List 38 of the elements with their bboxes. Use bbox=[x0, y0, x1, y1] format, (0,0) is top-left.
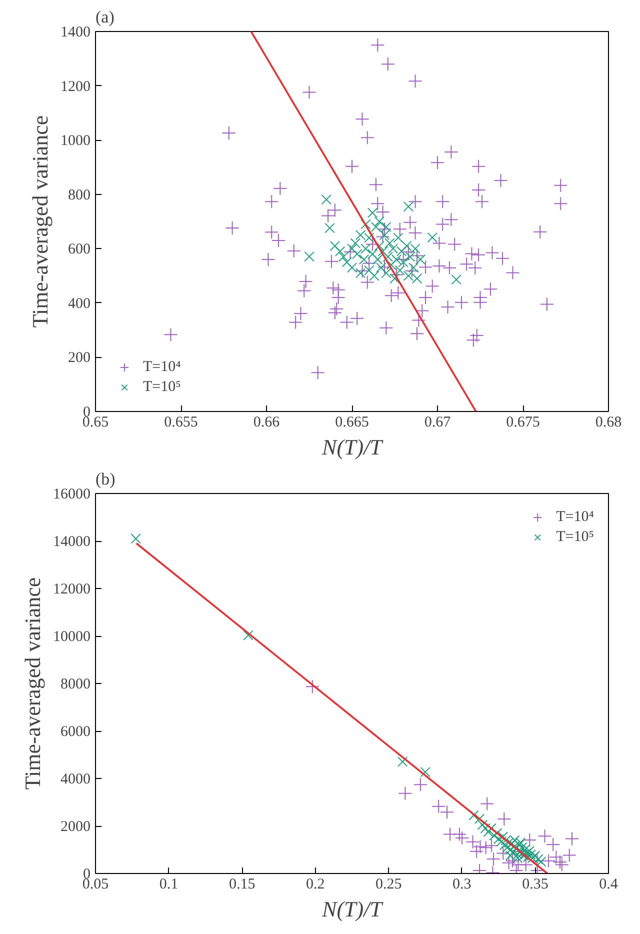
x-tick-label: 0.15 bbox=[228, 876, 256, 892]
x-tick-label: 0.3 bbox=[452, 876, 472, 892]
y-tick-label: 400 bbox=[68, 296, 90, 312]
legend-label: T=10⁴ bbox=[556, 508, 594, 526]
x-tick-label: 0.66 bbox=[253, 414, 280, 430]
chart-title: (a) bbox=[96, 8, 114, 26]
y-tick-label: 4000 bbox=[60, 772, 90, 788]
y-tick-label: 200 bbox=[68, 350, 90, 366]
y-axis-title: Time-averaged variance bbox=[20, 577, 45, 790]
y-axis-title: Time-averaged variance bbox=[28, 115, 52, 328]
x-tick-label: 0.4 bbox=[599, 876, 618, 892]
y-tick-label: 600 bbox=[68, 242, 90, 258]
x-axis-title: N(T)/T bbox=[321, 896, 384, 922]
y-tick-label: 16000 bbox=[53, 486, 90, 502]
x-axis-title: N(T)/T bbox=[321, 434, 384, 460]
y-tick-label: 2000 bbox=[60, 819, 90, 835]
legend-label: T=10⁵ bbox=[143, 378, 181, 396]
legend-label: T=10⁵ bbox=[556, 528, 594, 546]
y-tick-label: 10000 bbox=[53, 629, 90, 645]
chart-title: (b) bbox=[96, 470, 116, 488]
x-tick-label: 0.67 bbox=[424, 414, 452, 430]
x-tick-label: 0.2 bbox=[306, 876, 325, 892]
y-tick-label: 12000 bbox=[53, 582, 90, 598]
y-tick-label: 1400 bbox=[60, 24, 90, 40]
x-tick-label: 0.1 bbox=[159, 876, 178, 892]
x-tick-label: 0.665 bbox=[335, 414, 369, 430]
y-tick-label: 800 bbox=[68, 187, 90, 204]
y-tick-label: 8000 bbox=[60, 676, 90, 692]
legend-label: T=10⁴ bbox=[143, 358, 181, 376]
y-tick-label: 14000 bbox=[53, 534, 90, 550]
y-tick-label: 1000 bbox=[60, 133, 90, 150]
x-tick-label: 0.68 bbox=[595, 414, 622, 430]
x-tick-label: 0.675 bbox=[506, 414, 540, 430]
x-tick-label: 0.35 bbox=[522, 876, 548, 892]
x-tick-label: 0.25 bbox=[376, 876, 402, 892]
x-tick-label: 0.655 bbox=[164, 414, 198, 430]
y-tick-label: 1200 bbox=[60, 78, 90, 95]
y-tick-label: 6000 bbox=[60, 724, 90, 740]
